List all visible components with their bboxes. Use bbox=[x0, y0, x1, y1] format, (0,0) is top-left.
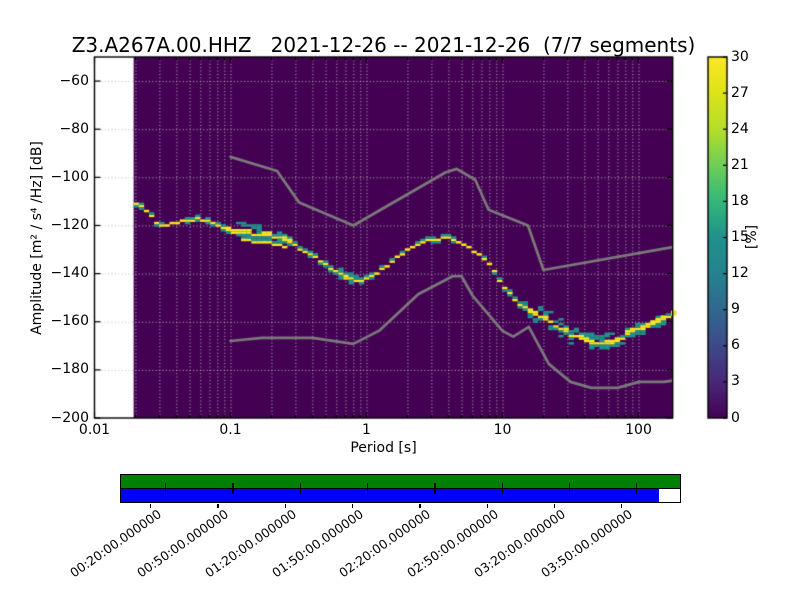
x-tick-label: 10 bbox=[493, 422, 512, 438]
coverage-segment-tick bbox=[636, 483, 638, 494]
colorbar-tick-label: 15 bbox=[731, 229, 749, 245]
colorbar-tick-label: 24 bbox=[731, 120, 749, 137]
coverage-timeline bbox=[120, 474, 681, 503]
coverage-segment-tick bbox=[299, 483, 301, 494]
x-tick-label: 0.01 bbox=[78, 422, 111, 438]
coverage-segment-tick bbox=[568, 483, 571, 494]
colorbar-tick-label: 12 bbox=[731, 265, 749, 282]
time-axis-tick bbox=[553, 503, 556, 508]
coverage-bar-segments-row bbox=[121, 488, 680, 502]
colorbar-tick-label: 9 bbox=[731, 301, 740, 318]
time-axis-tick bbox=[419, 503, 421, 508]
y-tick-label: −180 bbox=[50, 361, 89, 378]
time-axis-tick bbox=[351, 503, 354, 508]
x-axis-label: Period [s] bbox=[350, 440, 417, 456]
chart-title: Z3.A267A.00.HHZ 2021-12-26 -- 2021-12-26… bbox=[71, 33, 696, 57]
colorbar-tick-label: 21 bbox=[731, 156, 749, 173]
colorbar-tick-label: 27 bbox=[731, 84, 749, 101]
x-tick-label: 100 bbox=[625, 422, 652, 438]
colorbar-tick-label: 18 bbox=[731, 192, 749, 209]
time-axis-tick bbox=[486, 503, 488, 508]
y-tick-label: −80 bbox=[59, 120, 89, 137]
colorbar-tick-label: 6 bbox=[731, 337, 740, 354]
colorbar-tick-label: 3 bbox=[731, 373, 740, 390]
colorbar-tick-label: 30 bbox=[731, 48, 749, 65]
time-axis-tick bbox=[150, 503, 152, 508]
time-axis-tick bbox=[217, 503, 219, 508]
coverage-bar-segments bbox=[121, 488, 659, 502]
time-axis-tick bbox=[284, 503, 286, 508]
y-tick-label: −60 bbox=[59, 72, 89, 89]
coverage-segment-tick bbox=[434, 483, 436, 494]
coverage-segment-tick bbox=[232, 483, 234, 494]
y-tick-label: −200 bbox=[50, 409, 89, 426]
x-tick-label: 0.1 bbox=[219, 422, 242, 438]
coverage-segment-tick bbox=[165, 483, 167, 494]
y-tick-label: −100 bbox=[50, 168, 89, 185]
colorbar-tick-label: 0 bbox=[731, 409, 740, 426]
y-tick-label: −140 bbox=[50, 265, 89, 282]
y-tick-label: −160 bbox=[50, 313, 89, 330]
coverage-bar-covered bbox=[121, 475, 680, 489]
time-axis-tick bbox=[621, 503, 623, 508]
coverage-segment-tick bbox=[366, 483, 369, 494]
coverage-segment-tick bbox=[501, 483, 503, 494]
y-tick-label: −120 bbox=[50, 216, 89, 233]
x-tick-label: 1 bbox=[362, 422, 371, 438]
